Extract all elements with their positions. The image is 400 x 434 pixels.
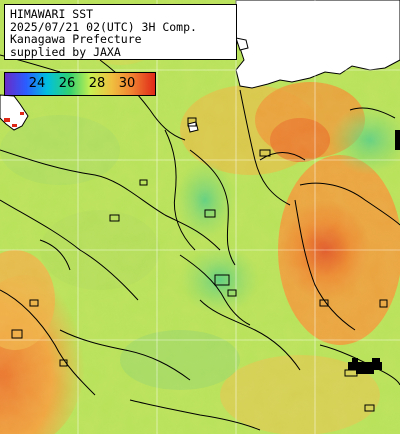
legend-tick-26: 26 [58,76,76,91]
legend-tick-30: 30 [118,76,136,91]
coastal-marks [4,112,24,127]
land-masses [0,0,400,133]
contour-loops [11,117,388,412]
legend-tick-28: 28 [88,76,106,91]
temperature-color-legend: 24 26 28 30 [4,72,156,96]
legend-tick-24: 24 [28,76,46,91]
no-data-clusters [348,130,400,374]
title-line-region: Kanagawa Prefecture [10,32,142,46]
contour-lines [0,54,400,431]
title-line-datetime: 2025/07/21 02(UTC) 3H Comp. [10,19,197,34]
map-title-box: HIMAWARI SST 2025/07/21 02(UTC) 3H Comp.… [4,4,237,60]
title-line-product: HIMAWARI SST [10,7,94,21]
land-north [235,0,400,89]
title-line-source: supplied by JAXA [10,44,121,59]
land-islet-1 [235,37,249,51]
legend-color-bar [5,73,155,95]
